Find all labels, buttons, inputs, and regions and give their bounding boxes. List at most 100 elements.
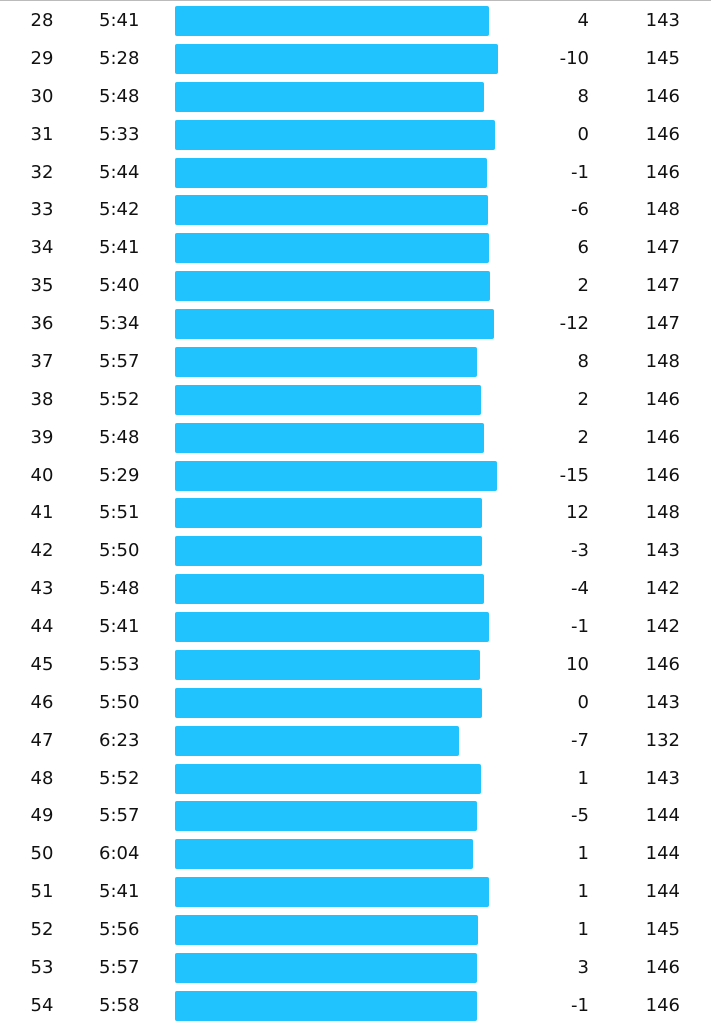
- elevation-label: 1: [577, 843, 589, 865]
- pace-bar: [175, 498, 482, 529]
- split-row: 32 5:44 -1 146: [0, 154, 711, 192]
- km-label: 33: [30, 199, 54, 221]
- elevation-label: -6: [571, 199, 589, 221]
- elevation-label: 2: [577, 275, 589, 297]
- elevation-label: 4: [577, 10, 589, 31]
- split-row: 41 5:51 12 148: [0, 494, 711, 532]
- heart-rate-label: 144: [645, 881, 680, 903]
- elevation-label: 12: [566, 502, 589, 524]
- elevation-label: 8: [577, 85, 589, 107]
- split-row: 43 5:48 -4 142: [0, 570, 711, 608]
- pace-label: 5:58: [99, 994, 140, 1016]
- split-row: 34 5:41 6 147: [0, 229, 711, 267]
- pace-bar: [175, 384, 482, 415]
- heart-rate-label: 144: [645, 843, 680, 865]
- elevation-label: 6: [577, 237, 589, 259]
- heart-rate-label: 142: [645, 578, 680, 600]
- pace-bar: [175, 346, 478, 377]
- km-label: 50: [30, 843, 54, 865]
- km-label: 47: [30, 729, 54, 751]
- pace-bar: [175, 6, 489, 36]
- elevation-label: -1: [571, 616, 589, 638]
- km-label: 54: [30, 994, 54, 1016]
- pace-label: 5:41: [99, 616, 140, 638]
- heart-rate-label: 146: [645, 653, 680, 675]
- pace-label: 5:48: [99, 578, 140, 600]
- pace-label: 5:29: [99, 464, 140, 486]
- heart-rate-label: 132: [645, 729, 680, 751]
- elevation-label: -1: [571, 161, 589, 183]
- split-row: 49 5:57 -5 144: [0, 797, 711, 835]
- heart-rate-label: 143: [645, 691, 680, 713]
- split-row: 28 5:41 4 143: [0, 2, 711, 40]
- pace-bar: [175, 233, 489, 264]
- km-label: 38: [30, 388, 54, 410]
- pace-label: 5:33: [99, 123, 140, 145]
- pace-bar: [175, 81, 484, 112]
- pace-label: 5:41: [99, 881, 140, 903]
- pace-bar: [175, 574, 484, 605]
- heart-rate-label: 148: [645, 350, 680, 372]
- heart-rate-label: 144: [645, 805, 680, 827]
- heart-rate-label: 143: [645, 540, 680, 562]
- split-row: 46 5:50 0 143: [0, 684, 711, 722]
- pace-label: 5:44: [99, 161, 140, 183]
- pace-bar: [175, 422, 484, 453]
- pace-bar: [175, 915, 479, 946]
- pace-label: 6:04: [99, 843, 140, 865]
- heart-rate-label: 147: [645, 237, 680, 259]
- heart-rate-label: 146: [645, 85, 680, 107]
- elevation-label: 2: [577, 426, 589, 448]
- km-label: 30: [30, 85, 54, 107]
- split-row: 38 5:52 2 146: [0, 381, 711, 419]
- pace-label: 5:51: [99, 502, 140, 524]
- split-row: 30 5:48 8 146: [0, 78, 711, 116]
- split-row: 45 5:53 10 146: [0, 646, 711, 684]
- elevation-label: -5: [571, 805, 589, 827]
- split-row: 54 5:58 -1 146: [0, 987, 711, 1025]
- km-label: 45: [30, 653, 54, 675]
- km-label: 43: [30, 578, 54, 600]
- pace-bar: [175, 763, 482, 794]
- elevation-label: -12: [559, 313, 589, 335]
- km-label: 40: [30, 464, 54, 486]
- km-label: 46: [30, 691, 54, 713]
- elevation-label: 1: [577, 881, 589, 903]
- heart-rate-label: 145: [645, 47, 680, 69]
- split-row: 48 5:52 1 143: [0, 760, 711, 798]
- pace-label: 5:50: [99, 691, 140, 713]
- pace-label: 5:52: [99, 388, 140, 410]
- km-label: 29: [30, 47, 54, 69]
- split-row: 50 6:04 1 144: [0, 835, 711, 873]
- pace-label: 5:41: [99, 237, 140, 259]
- pace-label: 5:57: [99, 805, 140, 827]
- elevation-label: 1: [577, 919, 589, 941]
- km-label: 32: [30, 161, 54, 183]
- pace-bar: [175, 309, 494, 340]
- pace-bar: [175, 195, 489, 226]
- elevation-label: 0: [577, 691, 589, 713]
- pace-bar: [175, 687, 483, 718]
- split-row: 52 5:56 1 145: [0, 911, 711, 949]
- pace-label: 5:48: [99, 85, 140, 107]
- pace-bar: [175, 801, 478, 832]
- elevation-label: -3: [571, 540, 589, 562]
- heart-rate-label: 143: [645, 767, 680, 789]
- elevation-label: -1: [571, 994, 589, 1016]
- heart-rate-label: 143: [645, 10, 680, 31]
- elevation-label: 0: [577, 123, 589, 145]
- km-label: 52: [30, 919, 54, 941]
- heart-rate-label: 148: [645, 199, 680, 221]
- pace-label: 5:40: [99, 275, 140, 297]
- split-row: 53 5:57 3 146: [0, 949, 711, 987]
- elevation-label: 3: [577, 957, 589, 978]
- heart-rate-label: 146: [645, 994, 680, 1016]
- pace-bar: [175, 877, 489, 908]
- pace-label: 5:57: [99, 350, 140, 372]
- pace-bar: [175, 612, 489, 643]
- km-label: 31: [30, 123, 54, 145]
- pace-bar: [175, 460, 498, 491]
- km-label: 28: [30, 10, 54, 31]
- km-label: 36: [30, 313, 54, 335]
- pace-bar: [175, 725, 460, 756]
